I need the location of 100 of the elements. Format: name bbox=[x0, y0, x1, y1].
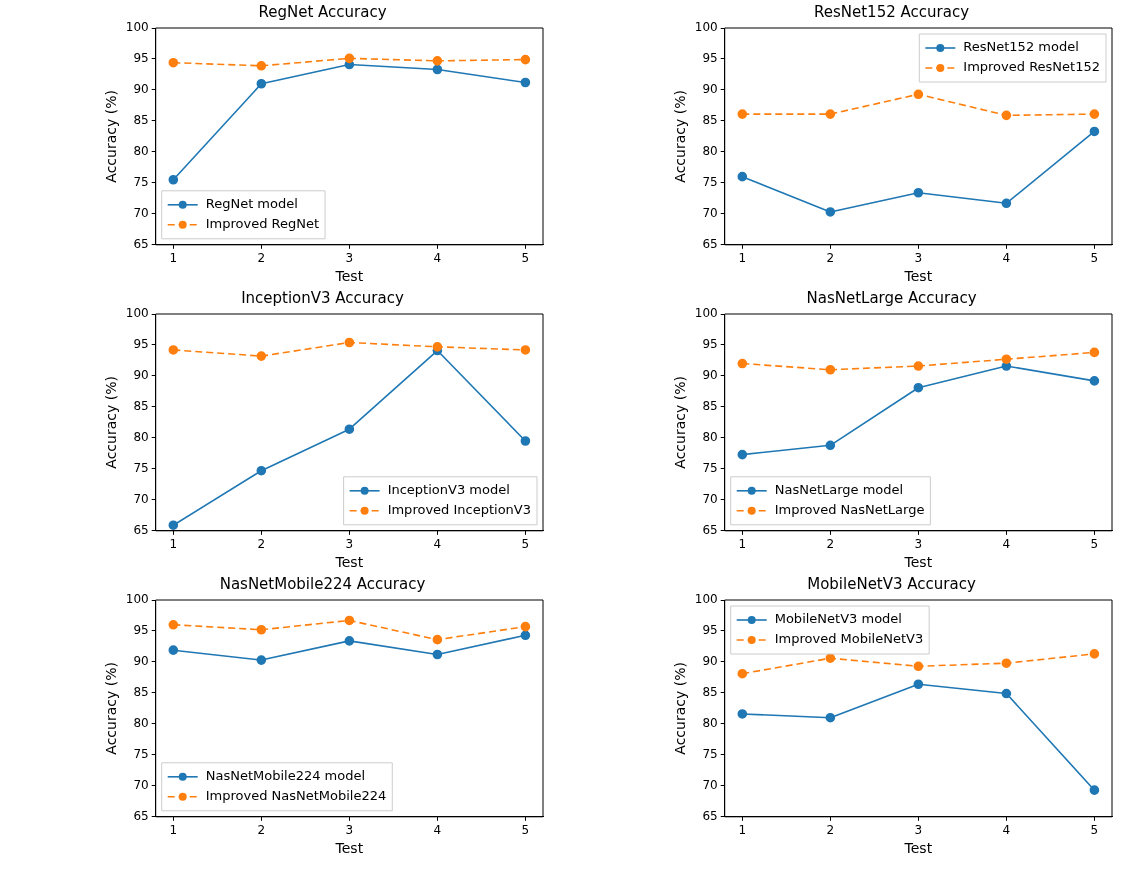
point bbox=[168, 174, 179, 185]
y-tick-label: 70 bbox=[702, 777, 718, 792]
point bbox=[256, 465, 267, 476]
point bbox=[1001, 658, 1012, 668]
point bbox=[1089, 649, 1100, 659]
y-tick-label: 95 bbox=[133, 623, 149, 638]
legend-label: MobileNetV3 model bbox=[774, 611, 902, 627]
y-tick-label: 85 bbox=[133, 685, 149, 700]
legend-label: ResNet152 model bbox=[963, 39, 1079, 55]
y-tick-label: 70 bbox=[133, 777, 149, 792]
y-tick-label: 65 bbox=[133, 522, 149, 537]
x-tick-label: 4 bbox=[1002, 537, 1011, 552]
point bbox=[344, 337, 355, 348]
x-axis-title: Test bbox=[334, 840, 364, 857]
chart-title: RegNet Accuracy bbox=[258, 2, 387, 21]
point bbox=[1001, 688, 1012, 699]
point bbox=[1089, 376, 1100, 386]
y-tick-label: 80 bbox=[702, 144, 718, 159]
legend-label: Improved NasNetLarge bbox=[774, 502, 925, 518]
x-axis-title: Test bbox=[334, 268, 364, 285]
point bbox=[520, 77, 531, 88]
y-tick-label: 75 bbox=[133, 174, 149, 189]
y-tick-label: 80 bbox=[702, 716, 718, 731]
y-tick-label: 90 bbox=[702, 654, 718, 669]
x-tick-label: 1 bbox=[738, 537, 747, 552]
x-tick-label: 2 bbox=[257, 823, 266, 838]
x-tick-label: 2 bbox=[826, 823, 835, 838]
x-tick-label: 4 bbox=[1002, 251, 1011, 266]
y-tick-label: 65 bbox=[702, 808, 718, 823]
y-tick-label: 70 bbox=[702, 205, 718, 220]
point bbox=[737, 358, 748, 369]
legend-label: Improved NasNetMobile224 bbox=[205, 788, 387, 804]
y-tick-label: 85 bbox=[133, 113, 149, 128]
x-tick-label: 2 bbox=[826, 537, 835, 552]
y-tick-label: 70 bbox=[133, 491, 149, 506]
x-tick-label: 4 bbox=[1002, 823, 1011, 838]
x-tick-label: 5 bbox=[1090, 823, 1099, 838]
legend-label: NasNetLarge model bbox=[774, 482, 904, 498]
y-tick-label: 85 bbox=[702, 685, 718, 700]
point bbox=[520, 621, 531, 632]
point bbox=[1001, 198, 1012, 209]
point bbox=[737, 449, 748, 460]
x-tick-label: 1 bbox=[169, 537, 178, 552]
x-axis-title: Test bbox=[903, 554, 933, 571]
chart-title: MobileNetV3 Accuracy bbox=[807, 574, 976, 593]
x-tick-label: 5 bbox=[521, 537, 530, 552]
y-tick-label: 90 bbox=[702, 82, 718, 97]
x-tick-label: 1 bbox=[169, 251, 178, 266]
point bbox=[1089, 126, 1100, 137]
y-tick-label: 80 bbox=[133, 430, 149, 445]
y-tick-label: 95 bbox=[702, 623, 718, 638]
legend-label: Improved InceptionV3 bbox=[387, 502, 531, 518]
y-tick-label: 100 bbox=[694, 306, 718, 321]
point bbox=[168, 345, 179, 355]
point bbox=[913, 89, 924, 100]
point bbox=[432, 649, 443, 660]
x-tick-label: 5 bbox=[521, 823, 530, 838]
legend-label: RegNet model bbox=[205, 196, 298, 212]
legend-label: Improved RegNet bbox=[205, 216, 320, 232]
point bbox=[737, 668, 748, 679]
x-tick-label: 2 bbox=[826, 251, 835, 266]
legend-label: InceptionV3 model bbox=[387, 482, 510, 498]
point bbox=[344, 615, 355, 626]
point bbox=[520, 630, 531, 641]
y-tick-label: 75 bbox=[702, 174, 718, 189]
x-tick-label: 5 bbox=[521, 251, 530, 266]
y-axis-title: Accuracy (%) bbox=[103, 662, 120, 755]
y-tick-label: 80 bbox=[133, 716, 149, 731]
chart-title: InceptionV3 Accuracy bbox=[241, 288, 404, 307]
y-tick-label: 90 bbox=[133, 654, 149, 669]
point bbox=[825, 109, 836, 119]
point bbox=[344, 424, 355, 435]
point bbox=[168, 645, 179, 655]
x-tick-label: 3 bbox=[345, 537, 354, 552]
point bbox=[1089, 109, 1100, 119]
point bbox=[344, 53, 355, 64]
y-tick-label: 65 bbox=[133, 808, 149, 823]
point bbox=[737, 709, 748, 719]
x-tick-label: 5 bbox=[1090, 537, 1099, 552]
point bbox=[256, 351, 267, 361]
point bbox=[1001, 110, 1012, 121]
x-tick-label: 2 bbox=[257, 537, 266, 552]
x-tick-label: 3 bbox=[914, 537, 923, 552]
y-axis-title: Accuracy (%) bbox=[103, 90, 120, 183]
point bbox=[432, 342, 443, 352]
point bbox=[432, 56, 443, 66]
point bbox=[432, 64, 443, 75]
point bbox=[737, 171, 748, 182]
x-tick-label: 1 bbox=[738, 251, 747, 266]
x-tick-label: 2 bbox=[257, 251, 266, 266]
x-tick-label: 4 bbox=[433, 251, 442, 266]
y-tick-label: 90 bbox=[133, 368, 149, 383]
point bbox=[1001, 354, 1012, 365]
y-tick-label: 75 bbox=[702, 460, 718, 475]
x-tick-label: 1 bbox=[738, 823, 747, 838]
point bbox=[913, 187, 924, 198]
y-tick-label: 80 bbox=[133, 144, 149, 159]
point bbox=[432, 634, 443, 645]
y-tick-label: 100 bbox=[125, 306, 149, 321]
y-tick-label: 90 bbox=[133, 82, 149, 97]
